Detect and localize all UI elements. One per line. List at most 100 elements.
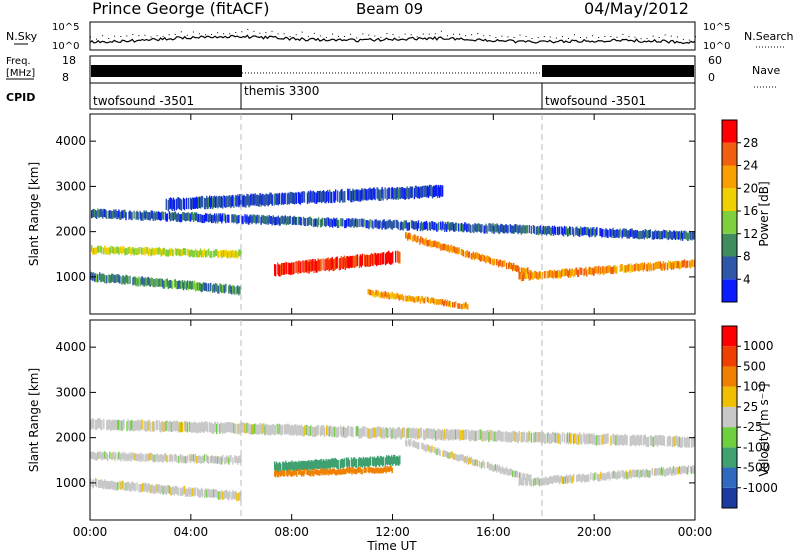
velocity-band-0-cell (471, 429, 473, 440)
velocity-band-4-cell (298, 469, 300, 475)
power-band-0-cell (237, 215, 239, 224)
power-band-4-cell (443, 243, 445, 250)
power-band-7-cell (196, 197, 199, 209)
power-band-6-cell (424, 296, 427, 302)
power-band-6-cell (414, 297, 417, 303)
velocity-band-5-cell (433, 446, 435, 454)
power-band-7-cell (401, 187, 404, 199)
power-band-4-cell (434, 240, 436, 247)
power-band-0-cell (335, 218, 337, 227)
power-band-0-cell (365, 220, 367, 229)
power-band-7-cell (191, 197, 194, 209)
power-band-0-cell (647, 230, 650, 239)
power-band-0-cell (264, 215, 266, 224)
power-band-7-cell (427, 186, 430, 199)
power-band-5-cell (612, 267, 614, 275)
power-band-2-cell (228, 285, 230, 294)
velocity-band-5-cell (495, 466, 498, 473)
velocity-band-6-cell (536, 477, 539, 485)
velocity-band-1-cell (200, 456, 203, 464)
power-band-0-cell (287, 216, 290, 225)
velocity-band-0-cell (423, 430, 426, 441)
power-band-3-cell (317, 258, 319, 271)
time-tick-label: 08:00 (274, 525, 309, 539)
power-band-0-cell (378, 221, 380, 230)
velocity-band-5-cell (448, 452, 450, 459)
velocity-band-2-cell (155, 484, 157, 493)
power-band-0-cell (422, 222, 425, 231)
power-band-7-cell (309, 190, 312, 202)
velocity-colorbar-frame (721, 325, 738, 509)
power-band-7-cell (425, 186, 428, 198)
velocity-band-3-cell (397, 455, 399, 465)
power-band-0-cell (109, 210, 111, 219)
power-band-7-cell (318, 191, 321, 203)
velocity-band-0-cell (229, 422, 231, 433)
velocity-band-3-cell (391, 455, 393, 465)
velocity-band-2-cell (106, 481, 108, 490)
power-band-1-cell (126, 248, 128, 255)
power-band-3-cell (278, 264, 280, 277)
power-band-0-cell (246, 214, 248, 223)
velocity-band-0-cell (184, 421, 187, 432)
velocity-band-0-cell (171, 422, 174, 432)
power-band-7-cell (420, 186, 423, 198)
power-band-5-cell (529, 273, 532, 281)
power-band-7-cell (290, 192, 293, 204)
velocity-band-4-cell (326, 469, 328, 476)
velocity-band-6-cell (526, 478, 529, 486)
velocity-band-1-cell (156, 453, 159, 461)
power-band-7-cell (366, 189, 368, 201)
power-band-1-cell (175, 249, 178, 256)
power-band-5-cell (614, 265, 616, 273)
power-band-0-cell (390, 221, 392, 230)
velocity-band-0-cell (351, 426, 353, 437)
power-band-5-cell (530, 271, 533, 279)
power-band-0-cell (449, 223, 451, 232)
power-band-3-cell (346, 255, 349, 268)
velocity-band-0-cell (621, 434, 623, 445)
power-band-7-cell (293, 193, 296, 205)
power-band-6-cell (389, 292, 391, 299)
velocity-band-3-cell (288, 461, 290, 471)
power-band-6-cell (380, 291, 382, 297)
power-band-1-cell (203, 248, 206, 256)
power-band-3-cell (347, 256, 350, 269)
power-band-3-cell (331, 256, 333, 269)
power-band-3-cell (330, 258, 332, 271)
velocity-band-1-cell (191, 454, 194, 462)
velocity-band-0-cell (550, 433, 553, 444)
velocity-band-5-cell (472, 459, 475, 466)
power-band-4-cell (429, 239, 431, 246)
velocity-band-5-cell (509, 468, 511, 475)
velocity-band-0-cell (210, 423, 212, 433)
velocity-band-0-cell (288, 423, 291, 434)
velocity-band-0-cell (407, 428, 410, 439)
velocity-band-4-cell (288, 469, 290, 475)
velocity-band-0-cell (470, 431, 472, 442)
power-band-0-cell (121, 210, 123, 219)
power-band-0-cell (561, 227, 564, 236)
velocity-band-3-cell (334, 457, 336, 467)
power-band-0-cell (504, 225, 506, 234)
velocity-band-0-cell (671, 437, 674, 448)
velocity-band-1-cell (216, 456, 218, 464)
power-band-0-cell (485, 223, 487, 232)
power-band-0-cell (454, 223, 456, 232)
velocity-band-6-cell (537, 476, 540, 484)
velocity-band-0-cell (120, 420, 122, 431)
power-band-0-cell (452, 222, 454, 231)
power-band-2-cell (105, 275, 107, 284)
velocity-band-6-cell (555, 475, 558, 484)
velocity-band-0-cell (441, 429, 444, 440)
power-band-7-cell (287, 192, 290, 204)
power-band-0-cell (130, 211, 132, 220)
power-band-0-cell (536, 226, 539, 235)
power-band-4-cell (431, 240, 433, 248)
power-band-3-cell (322, 258, 324, 271)
power-band-1-cell (166, 249, 169, 257)
velocity-band-4-cell (311, 468, 313, 475)
velocity-band-0-cell (556, 432, 559, 443)
power-band-0-cell (196, 214, 199, 223)
